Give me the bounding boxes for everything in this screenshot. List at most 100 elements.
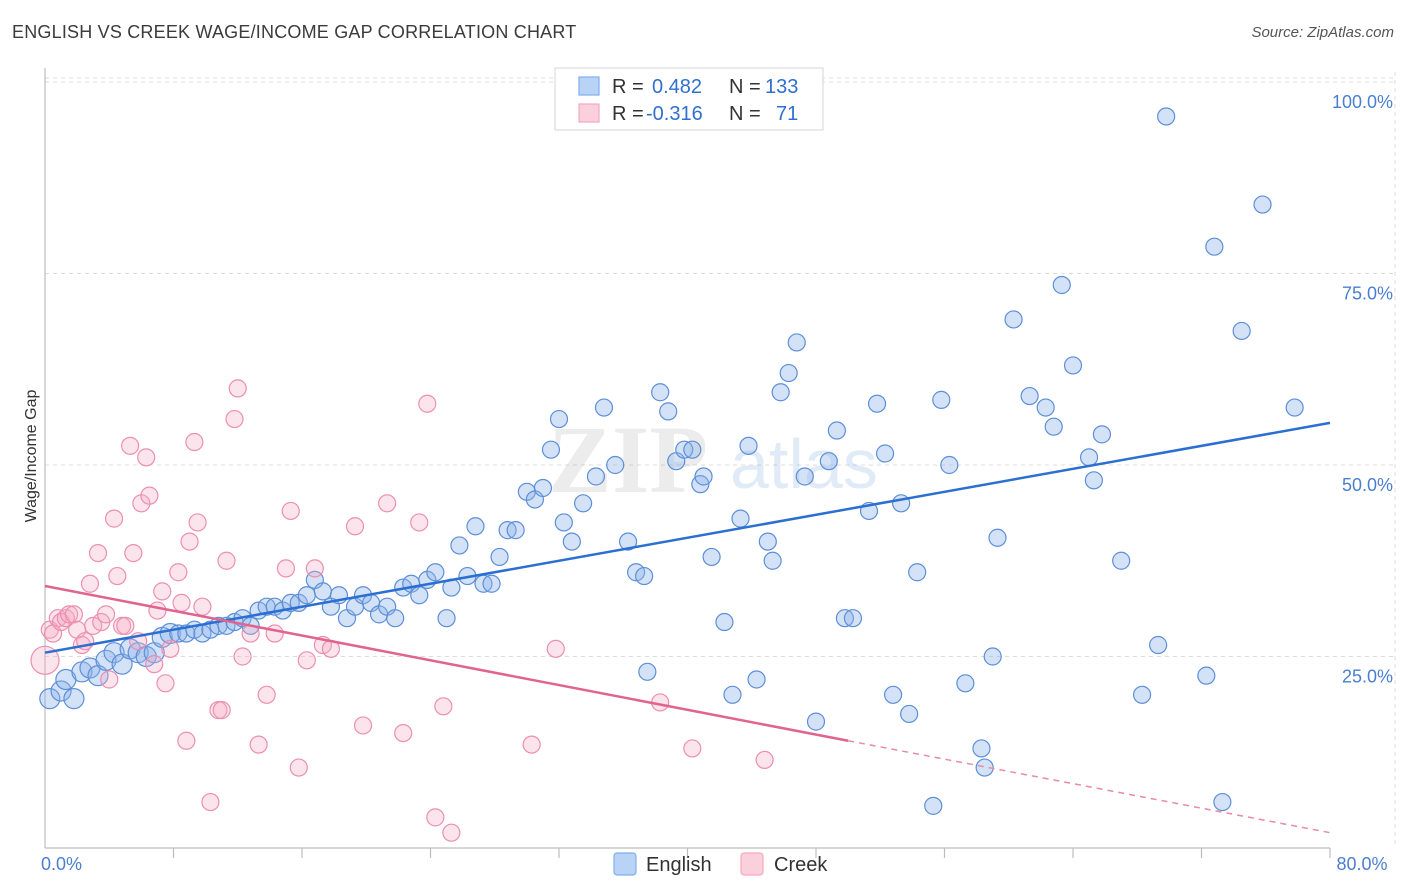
english-point-56 <box>490 547 509 567</box>
english-point-32 <box>297 586 316 605</box>
creek-point-17 <box>104 509 124 528</box>
chart-title: ENGLISH VS CREEK WAGE/INCOME GAP CORRELA… <box>12 22 577 42</box>
english-point-70 <box>618 532 638 551</box>
english-point-69 <box>606 455 625 475</box>
english-point-55 <box>482 574 501 593</box>
english-point-114 <box>1020 386 1039 406</box>
english-point-113 <box>1004 310 1023 329</box>
english-point-107 <box>940 455 959 475</box>
watermark: ZIP atlas <box>548 406 878 513</box>
x-tick-label-0: 0.0% <box>41 854 82 874</box>
english-point-58 <box>506 521 525 540</box>
english-trend-line <box>44 421 1331 654</box>
creek-point-20 <box>116 616 135 635</box>
english-point-84 <box>731 509 750 528</box>
y-tick-label-1: 50.0% <box>1342 475 1393 495</box>
legend-n-value-english: 133 <box>765 76 798 98</box>
creek-point-70 <box>755 750 774 770</box>
creek-point-43 <box>225 409 244 429</box>
creek-point-47 <box>249 735 268 754</box>
english-point-34 <box>313 582 332 601</box>
grid-lines <box>45 72 1396 848</box>
legend-r-label-creek: R = <box>612 103 644 125</box>
creek-point-51 <box>281 501 300 521</box>
english-point-51 <box>450 536 469 555</box>
english-point-100 <box>875 444 895 463</box>
series-legend-label-creek: Creek <box>774 854 828 876</box>
english-point-90 <box>779 363 798 383</box>
creek-point-25 <box>137 448 156 467</box>
creek-point-30 <box>156 674 175 693</box>
creek-point-29 <box>153 582 172 601</box>
english-point-48 <box>426 563 445 582</box>
creek-point-7 <box>64 605 84 624</box>
english-point-62 <box>541 440 561 459</box>
english-point-61 <box>533 478 553 498</box>
creek-point-22 <box>124 543 143 563</box>
axes <box>44 68 1331 858</box>
english-point-66 <box>573 494 593 513</box>
english-point-87 <box>758 532 777 551</box>
creek-point-52 <box>289 758 308 777</box>
creek-point-38 <box>193 597 212 616</box>
english-point-118 <box>1063 356 1083 375</box>
creek-point-50 <box>276 559 296 578</box>
creek-point-57 <box>345 517 365 536</box>
creek-point-49 <box>265 624 284 643</box>
stats-legend: R = 0.482 N = 133 R = -0.316 N = 71 <box>554 67 824 131</box>
creek-point-27 <box>145 655 164 674</box>
creek-point-63 <box>426 808 445 827</box>
english-point-78 <box>683 440 702 459</box>
english-point-68 <box>594 398 614 417</box>
english-point-89 <box>771 383 790 402</box>
creek-point-62 <box>418 394 437 413</box>
english-point-74 <box>651 383 670 402</box>
english-point-83 <box>723 685 742 704</box>
y-tick-label-0: 25.0% <box>1342 667 1393 687</box>
english-point-120 <box>1084 471 1103 490</box>
english-point-119 <box>1079 448 1099 467</box>
y-tick-label-3: 100.0% <box>1332 92 1393 112</box>
creek-point-36 <box>185 432 204 452</box>
legend-r-label-english: R = <box>612 76 644 98</box>
english-point-67 <box>586 467 606 486</box>
creek-point-13 <box>88 543 108 563</box>
english-point-108 <box>956 674 975 693</box>
creek-trend-line <box>44 584 849 742</box>
creek-point-0 <box>30 645 60 675</box>
english-point-3 <box>63 688 85 710</box>
legend-n-label-creek: N = <box>729 103 761 125</box>
creek-point-32 <box>169 563 188 582</box>
english-point-73 <box>638 662 657 681</box>
english-point-8 <box>103 642 125 664</box>
english-point-53 <box>466 517 485 536</box>
watermark-atlas: atlas <box>730 425 878 503</box>
creek-point-48 <box>257 685 276 704</box>
trend-lines <box>44 421 1331 834</box>
creek-point-26 <box>140 486 159 505</box>
english-point-92 <box>795 467 814 486</box>
creek-point-65 <box>442 823 461 842</box>
creek-point-54 <box>305 559 324 578</box>
english-point-105 <box>924 796 943 815</box>
x-tick-label-1: 80.0% <box>1336 854 1387 874</box>
creek-point-6 <box>59 605 79 624</box>
english-point-85 <box>739 436 758 455</box>
creek-point-39 <box>201 792 220 812</box>
creek-point-21 <box>121 436 140 455</box>
series-legend: English Creek <box>613 852 828 876</box>
y-tick-label-2: 75.0% <box>1342 284 1393 304</box>
creek-point-31 <box>161 639 180 658</box>
english-point-106 <box>932 390 951 409</box>
english-point-130 <box>1253 195 1272 214</box>
creek-point-59 <box>378 494 397 513</box>
legend-r-value-creek: -0.316 <box>646 103 703 125</box>
english-point-122 <box>1112 551 1131 570</box>
english-point-123 <box>1132 685 1152 704</box>
legend-n-label-english: N = <box>729 76 761 98</box>
english-point-111 <box>983 647 1002 666</box>
english-point-124 <box>1149 635 1168 655</box>
english-point-101 <box>883 685 903 704</box>
series-legend-swatch-creek <box>740 852 764 876</box>
